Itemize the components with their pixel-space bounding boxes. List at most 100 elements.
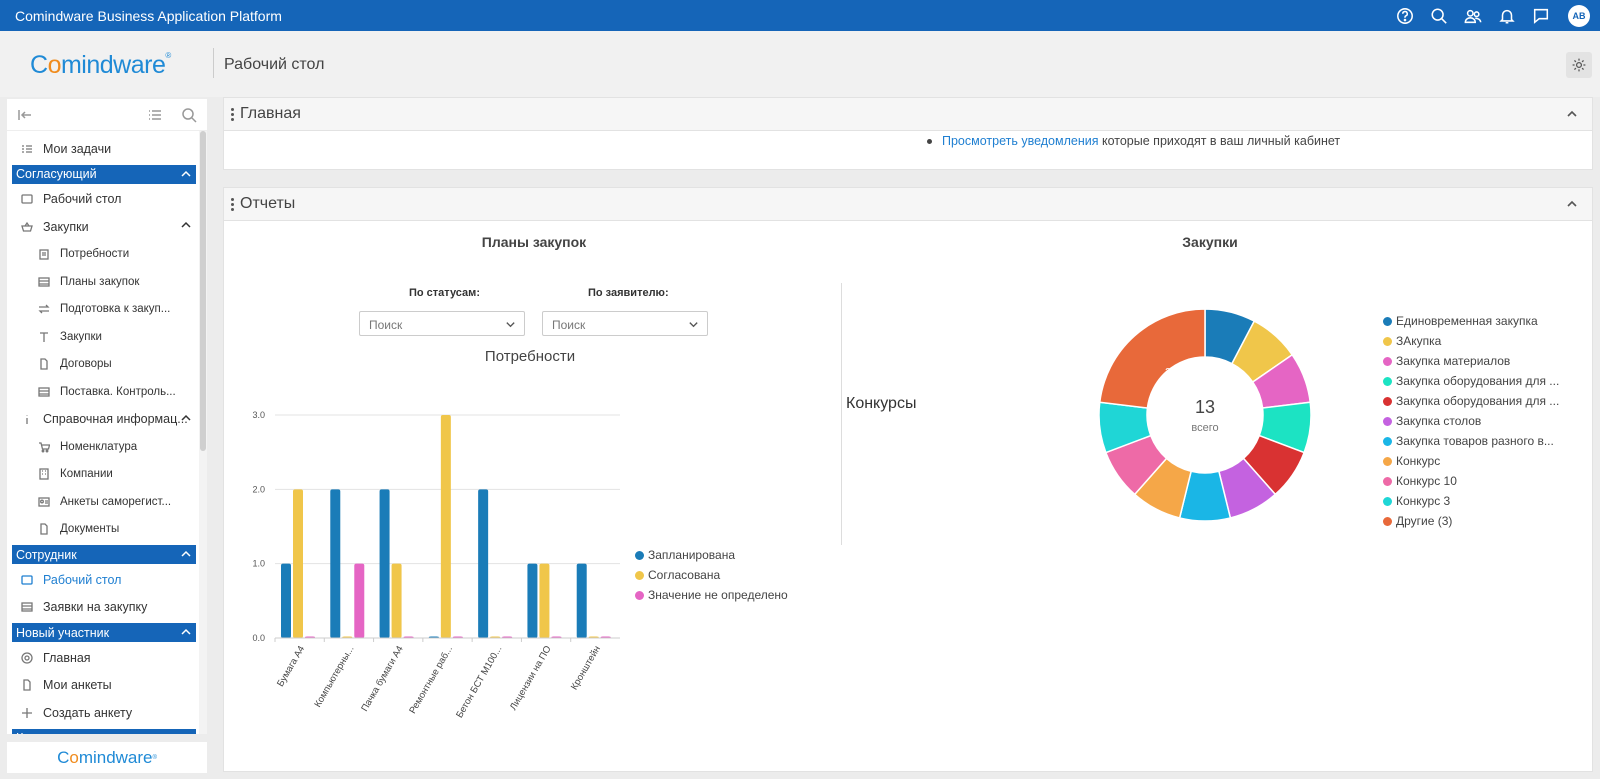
bar [576, 563, 587, 638]
sidebar-group[interactable]: Новый участник [12, 623, 196, 642]
sidebar-item[interactable]: Главная [12, 644, 196, 672]
chevron-up-icon[interactable] [180, 626, 192, 641]
top-icons: AB [1384, 0, 1590, 31]
main-panel-title: Главная [240, 105, 301, 122]
legend-item[interactable]: Конкурс [1383, 451, 1559, 471]
legend-item[interactable]: Запланирована [635, 545, 788, 565]
chevron-up-icon[interactable] [180, 412, 192, 427]
legend-dot [1383, 436, 1392, 446]
sidebar-search-icon[interactable] [181, 107, 197, 123]
legend-item[interactable]: Закупка оборудования для ... [1383, 371, 1559, 391]
bell-icon[interactable] [1494, 3, 1520, 29]
legend-label: Единовременная закупка [1396, 314, 1538, 328]
building-icon [37, 467, 51, 481]
sidebar-item[interactable]: Справочная информац... [12, 406, 196, 434]
chevron-up-icon[interactable] [180, 548, 192, 563]
plus-icon [20, 706, 34, 720]
notification-line: Просмотреть уведомления которые приходят… [927, 134, 1340, 148]
tasks-icon [20, 142, 34, 156]
sidebar-item-label: Мои задачи [43, 141, 112, 156]
sidebar-item[interactable]: Подготовка к закуп... [12, 296, 196, 324]
chevron-up-icon [1567, 110, 1577, 117]
logo-text-o: o [47, 51, 62, 79]
legend-item[interactable]: Закупка материалов [1383, 351, 1559, 371]
chevron-up-icon[interactable] [180, 732, 192, 735]
collapse-sidebar-icon[interactable] [17, 107, 33, 123]
sidebar-item[interactable]: Документы [12, 516, 196, 544]
legend-item[interactable]: Конкурс 10 [1383, 471, 1559, 491]
legend-label: Запланирована [648, 548, 735, 562]
sidebar-item-label: Закупки [60, 330, 102, 343]
sidebar-item-label: Куратор [16, 731, 63, 734]
legend-dot [1383, 316, 1392, 326]
sidebar-item-label: Подготовка к закуп... [60, 303, 171, 316]
list-icon[interactable] [147, 107, 163, 123]
status-filter-select[interactable]: Поиск [359, 311, 525, 336]
sidebar-group[interactable]: Согласующий [12, 164, 196, 184]
chevron-down-icon [506, 322, 515, 328]
drag-handle-icon[interactable] [231, 197, 234, 211]
header-divider [213, 48, 214, 78]
table-icon [20, 600, 34, 614]
top-bar: Comindware Business Application Platform… [0, 0, 1600, 31]
legend-item[interactable]: Значение не определено [635, 585, 788, 605]
sidebar-item[interactable]: Закупки [12, 213, 196, 241]
sidebar-item[interactable]: Заявки на закупку [12, 594, 196, 622]
bar [330, 489, 341, 638]
applicant-filter-select[interactable]: Поиск [542, 311, 708, 336]
collapse-reports-button[interactable] [1566, 198, 1578, 213]
donut-slice[interactable] [1098, 308, 1206, 409]
sidebar-item[interactable]: Рабочий стол [12, 566, 196, 594]
sidebar-item-label: Сотрудник [16, 547, 77, 562]
legend-item[interactable]: Согласована [635, 565, 788, 585]
help-icon[interactable] [1392, 3, 1418, 29]
donut-center-value: 13 [1195, 397, 1215, 417]
sidebar-item-label: Потребности [60, 248, 130, 261]
legend-item[interactable]: Другие (3) [1383, 511, 1559, 531]
sidebar-item[interactable]: Мои задачи [12, 135, 196, 163]
legend-label: Конкурс 10 [1396, 474, 1457, 488]
avatar[interactable]: AB [1568, 4, 1590, 27]
legend-item[interactable]: Закупка столов [1383, 411, 1559, 431]
settings-button[interactable] [1566, 52, 1592, 78]
reports-panel: Отчеты [223, 187, 1593, 772]
sidebar-item[interactable]: Компании [12, 461, 196, 489]
page-title: Рабочий стол [224, 56, 325, 73]
sidebar-scrollbar-thumb[interactable] [200, 131, 206, 451]
sidebar-item[interactable]: Потребности [12, 241, 196, 269]
legend-item[interactable]: Единовременная закупка [1383, 311, 1559, 331]
sidebar-item[interactable]: Закупки [12, 323, 196, 351]
search-icon[interactable] [1426, 3, 1452, 29]
collapse-main-button[interactable] [1566, 108, 1578, 123]
chevron-up-icon[interactable] [180, 219, 192, 234]
chat-icon[interactable] [1528, 3, 1554, 29]
legend-dot [635, 570, 644, 580]
plans-title: Планы закупок [481, 234, 587, 250]
x-tick-label: Бетон БСТ М100... [454, 644, 504, 720]
sidebar-item[interactable]: Номенклатура [12, 433, 196, 461]
legend-item[interactable]: Закупка товаров разного в... [1383, 431, 1559, 451]
logo[interactable]: Comindware® [30, 51, 171, 80]
sidebar-group[interactable]: Сотрудник [12, 545, 196, 564]
sidebar-group[interactable]: Куратор [12, 728, 196, 735]
gear-icon [1572, 58, 1586, 72]
sidebar-item[interactable]: Анкеты саморегист... [12, 488, 196, 516]
legend-item[interactable]: ЗАкупка [1383, 331, 1559, 351]
drag-handle-icon[interactable] [231, 107, 234, 121]
desktop-icon [20, 573, 34, 587]
legend-item[interactable]: Конкурс 3 [1383, 491, 1559, 511]
table-icon [37, 275, 51, 289]
chevron-up-icon[interactable] [180, 168, 192, 183]
sidebar-item-label: Рабочий стол [43, 572, 122, 587]
legend-item[interactable]: Закупка оборудования для ... [1383, 391, 1559, 411]
view-notifications-link[interactable]: Просмотреть уведомления [942, 134, 1099, 148]
sidebar-item[interactable]: Поставка. Контроль... [12, 378, 196, 406]
pie-subtitle: Конкурсы [846, 395, 917, 412]
users-icon[interactable] [1460, 3, 1486, 29]
chevron-up-icon [1567, 200, 1577, 207]
sidebar-item[interactable]: Договоры [12, 351, 196, 379]
sidebar-item[interactable]: Планы закупок [12, 268, 196, 296]
sidebar-item[interactable]: Рабочий стол [12, 186, 196, 214]
sidebar-item[interactable]: Создать анкету [12, 699, 196, 727]
sidebar-item[interactable]: Мои анкеты [12, 672, 196, 700]
